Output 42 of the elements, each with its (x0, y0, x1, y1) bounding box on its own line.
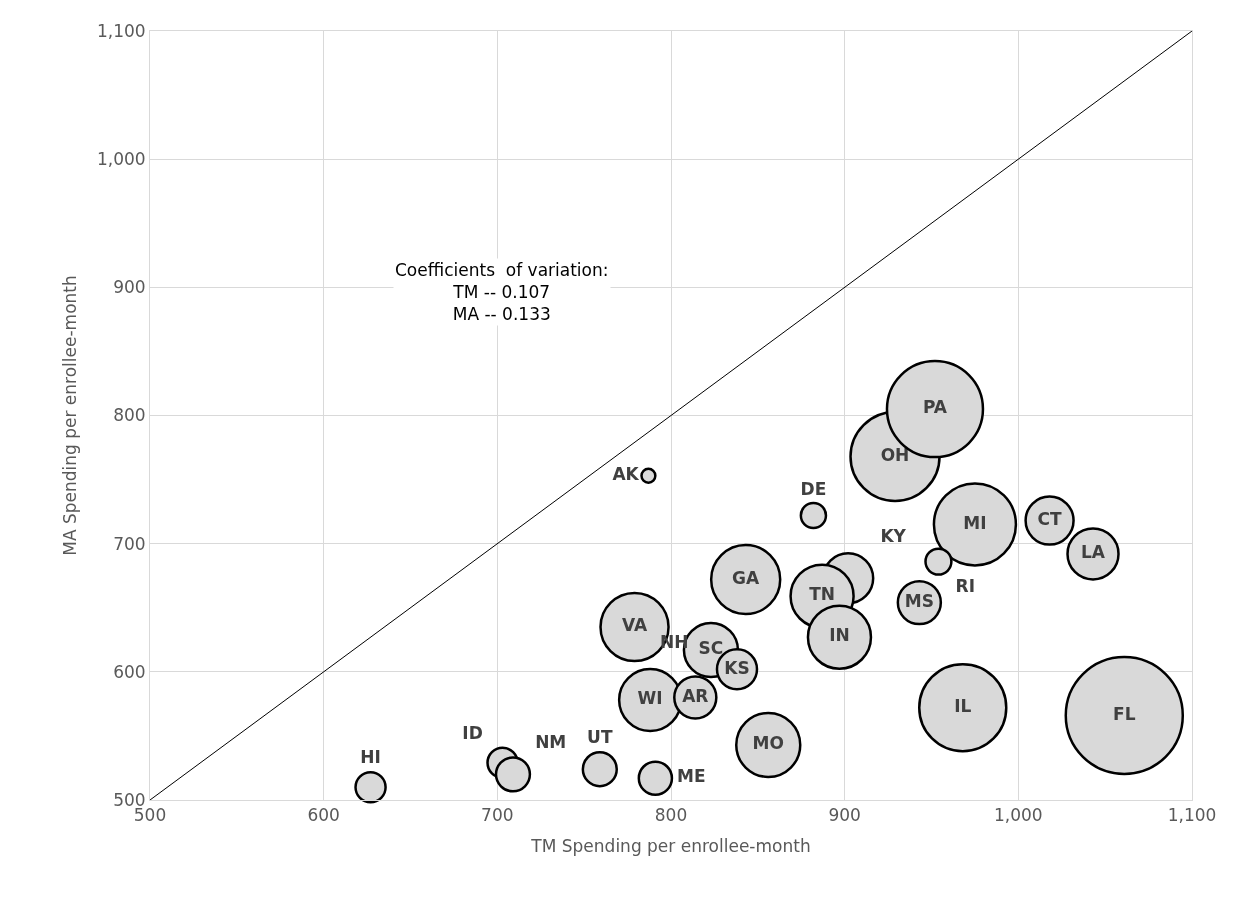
series-label: IN (829, 625, 850, 646)
x-tick-label: 1,000 (993, 805, 1043, 826)
series-label: DE (800, 478, 827, 499)
series-label: CT (1037, 508, 1063, 529)
series-label: PA (922, 397, 948, 418)
series-label: WI (637, 688, 663, 709)
annotation: Coefficients of variation: TM -- 0.107 MA -- 0.133 (395, 260, 609, 325)
series-label: TN (809, 584, 835, 605)
series-label: RI (955, 575, 976, 596)
x-tick-label: 800 (654, 805, 688, 826)
x-tick-label: 700 (481, 805, 514, 826)
y-tick-label: 800 (113, 405, 146, 426)
series-label: ID (462, 722, 483, 743)
x-tick-label: 900 (828, 805, 861, 826)
y-tick-label: 1,000 (96, 149, 146, 170)
y-tick-label: 700 (113, 533, 146, 554)
x-tick-label: 1,100 (1167, 805, 1217, 826)
series-label: SC (698, 638, 724, 659)
series-label: LA (1081, 542, 1106, 563)
series-label: FL (1113, 703, 1136, 724)
x-axis-title: TM Spending per enrollee-month (530, 835, 811, 856)
y-tick-label: 600 (113, 661, 146, 682)
y-tick-label: 900 (113, 277, 146, 298)
series-label: AK (612, 463, 640, 484)
series-label: MS (904, 590, 934, 611)
series-label: VA (621, 615, 648, 636)
series-label: AR (682, 685, 709, 706)
x-tick-label: 500 (133, 805, 167, 826)
series-label: GA (732, 567, 761, 588)
series-label: NM (535, 731, 567, 752)
series-label: HI (360, 747, 381, 768)
series-label: ME (677, 766, 706, 787)
x-tick-label: 600 (307, 805, 340, 826)
y-tick-label: 1,100 (96, 20, 146, 41)
series-label: OH (880, 444, 910, 465)
y-axis-title: MA Spending per enrollee-month (60, 275, 81, 556)
series-label: IL (954, 695, 972, 716)
series-label: MI (963, 512, 987, 533)
series-label: KY (880, 525, 907, 546)
series-label: UT (587, 726, 613, 747)
series-label: MO (752, 733, 784, 754)
series-label: KS (724, 657, 750, 678)
